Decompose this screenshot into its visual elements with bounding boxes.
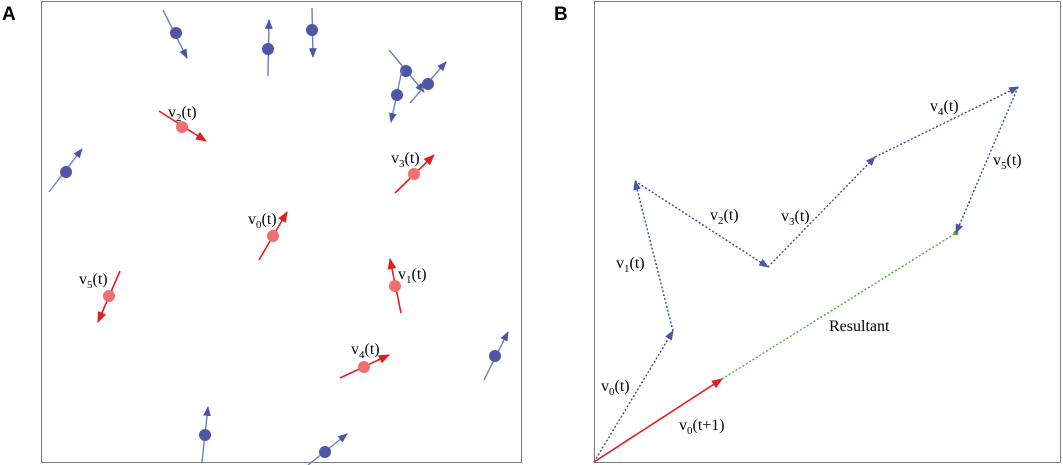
chain-v3 [767, 156, 876, 268]
panel-a-frame [41, 1, 522, 463]
blue-particle [483, 331, 509, 381]
chain-v5 [955, 86, 1019, 234]
red-particle-v4 [339, 354, 391, 379]
panel-a: A v2(t) v3(t) v0(t) v1(t) [2, 1, 522, 465]
chain-v2 [634, 180, 769, 268]
chain-v1 [633, 180, 674, 332]
label-v1: v1(t) [398, 266, 427, 286]
label-v0: v0(t) [248, 211, 277, 231]
blue-particle [388, 49, 425, 93]
label-v5: v5(t) [79, 271, 108, 291]
label-b-v5: v5(t) [993, 152, 1022, 172]
label-b-v2: v2(t) [710, 207, 739, 227]
chain-v0 [593, 330, 674, 463]
red-particle-v1 [387, 257, 402, 314]
label-b-v0: v0(t) [601, 378, 630, 398]
red-particle-v3 [394, 154, 435, 194]
label-b-v3: v3(t) [781, 208, 810, 228]
blue-particle [162, 9, 188, 59]
resultant-line [721, 232, 957, 380]
label-b-v1: v1(t) [616, 255, 645, 275]
red-particle-v0 [258, 211, 288, 261]
label-resultant: Resultant [829, 318, 890, 335]
vector-chain [593, 86, 1019, 463]
blue-particle [409, 61, 447, 104]
chain-v4 [874, 86, 1019, 158]
red-particle-v5 [97, 270, 121, 324]
label-b-v4: v4(t) [930, 98, 959, 118]
blue-particle [306, 7, 318, 58]
vector-v0-next [593, 378, 723, 463]
blue-particle [307, 433, 348, 465]
blue-particle [48, 148, 83, 193]
blue-particle [388, 69, 403, 123]
label-v4: v4(t) [351, 341, 380, 361]
panel-b-frame [594, 1, 1061, 463]
panel-b-letter: B [554, 4, 568, 25]
blue-particles [48, 7, 509, 465]
blue-particle [262, 19, 274, 77]
red-particles [97, 110, 435, 379]
label-v3: v3(t) [391, 150, 420, 170]
red-particle-v2 [158, 110, 207, 142]
panel-b: B v0(t) v1(t) v2(t) v3(t) v4(t) v5(t) Re… [554, 1, 1061, 463]
label-b-v0-next: v0(t+1) [679, 417, 725, 437]
blue-particle [199, 406, 211, 463]
label-v2: v2(t) [168, 104, 197, 124]
panel-a-letter: A [2, 4, 16, 25]
